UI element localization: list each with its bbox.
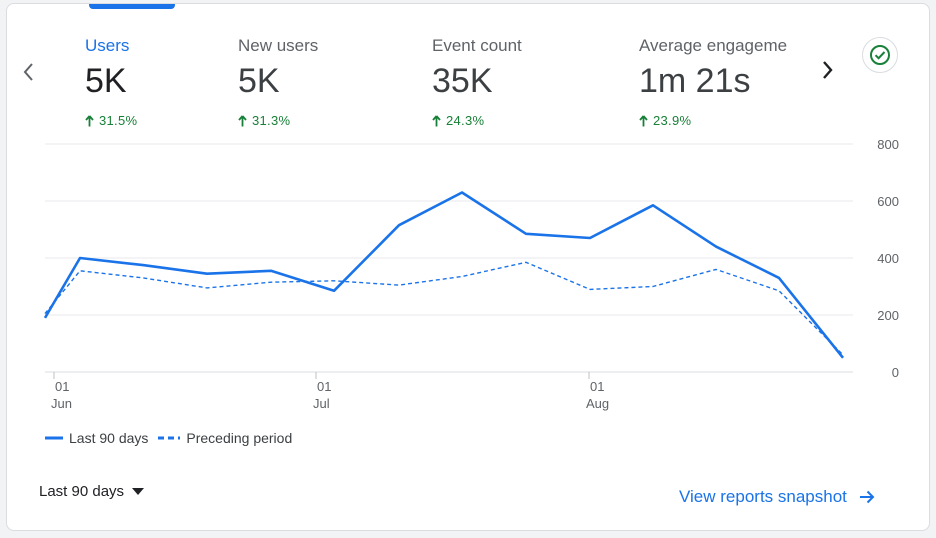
- metric-value: 1m 21s: [639, 62, 751, 100]
- x-tick-month: Jun: [51, 396, 72, 411]
- chart-series: [43, 191, 845, 359]
- legend-item-preceding-period: Preceding period: [158, 430, 292, 446]
- metric-users[interactable]: Users 5K 31.5%: [85, 36, 225, 128]
- x-tick-month: Jul: [313, 396, 330, 411]
- y-tick-label: 600: [877, 194, 899, 209]
- metric-average-engagement[interactable]: Average engageme 1m 21s 23.9%: [639, 36, 807, 128]
- dashed-line-swatch: [158, 436, 181, 440]
- series-line-preceding-period: [44, 261, 844, 356]
- metric-change-value: 31.5%: [99, 113, 138, 128]
- metric-label: Event count: [432, 36, 522, 55]
- users-overview-card: Users 5K 31.5% New users 5K 31.3% Event …: [6, 3, 930, 531]
- metric-change-value: 23.9%: [653, 113, 692, 128]
- metric-value: 35K: [432, 62, 493, 100]
- active-tab-indicator: [89, 4, 175, 9]
- legend-label: Last 90 days: [69, 430, 149, 446]
- metric-label: Users: [85, 36, 130, 55]
- chart-legend: Last 90 days Preceding period: [45, 430, 302, 446]
- x-tick-day: 01: [55, 379, 69, 394]
- legend-label: Preceding period: [186, 430, 293, 446]
- x-tick-day: 01: [317, 379, 331, 394]
- chevron-left-icon: [23, 63, 33, 81]
- metric-label: New users: [238, 36, 319, 55]
- y-tick-label: 800: [877, 137, 899, 152]
- status-check-button[interactable]: [862, 37, 898, 73]
- arrow-up-icon: [639, 114, 648, 126]
- metric-change-value: 24.3%: [446, 113, 485, 128]
- date-range-dropdown[interactable]: Last 90 days: [39, 483, 145, 500]
- arrow-up-icon: [85, 114, 94, 126]
- metric-new-users[interactable]: New users 5K 31.3%: [238, 36, 408, 128]
- metric-change-value: 31.3%: [252, 113, 291, 128]
- check-circle-icon: [870, 45, 890, 65]
- metric-change: 23.9%: [639, 113, 807, 128]
- metric-value: 5K: [85, 62, 127, 100]
- previous-metrics-button[interactable]: [21, 61, 37, 88]
- solid-line-swatch: [45, 436, 63, 440]
- link-label: View reports snapshot: [679, 487, 847, 506]
- arrow-up-icon: [432, 114, 441, 126]
- y-tick-label: 0: [892, 365, 899, 380]
- metric-change: 24.3%: [432, 113, 612, 128]
- legend-item-last-90-days: Last 90 days: [45, 430, 148, 446]
- caret-down-icon: [132, 488, 145, 495]
- date-range-label: Last 90 days: [39, 483, 125, 500]
- metric-change: 31.5%: [85, 113, 225, 128]
- view-reports-snapshot-link[interactable]: View reports snapshot: [679, 487, 875, 507]
- next-metrics-button[interactable]: [819, 59, 835, 86]
- x-axis: 01 Jun 01 Jul 01 Aug: [51, 372, 609, 411]
- arrow-up-icon: [238, 114, 247, 126]
- y-tick-label: 200: [877, 308, 899, 323]
- chevron-right-icon: [823, 61, 833, 79]
- metric-label: Average engageme: [639, 36, 788, 55]
- chart-grid: [45, 143, 853, 373]
- metric-value: 5K: [238, 62, 280, 100]
- metric-event-count[interactable]: Event count 35K 24.3%: [432, 36, 612, 128]
- y-axis: 800 600 400 200 0: [877, 137, 899, 380]
- x-tick-month: Aug: [586, 396, 609, 411]
- x-tick-day: 01: [590, 379, 604, 394]
- arrow-right-icon: [859, 490, 875, 504]
- y-tick-label: 400: [877, 251, 899, 266]
- metric-change: 31.3%: [238, 113, 408, 128]
- users-line-chart: 800 600 400 200 0 01 Jun 01 Jul 01 Aug: [43, 137, 899, 411]
- series-line-last-90-days: [43, 191, 845, 359]
